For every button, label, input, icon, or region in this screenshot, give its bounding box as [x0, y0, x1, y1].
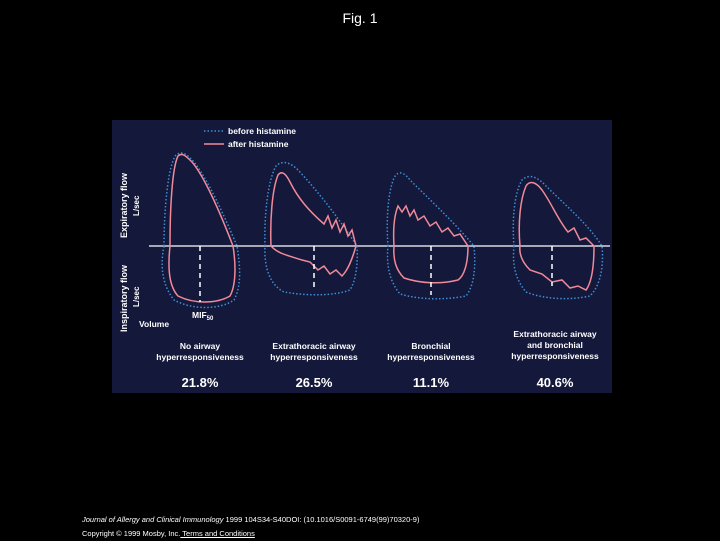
x-axis-label-volume: Volume — [139, 319, 169, 329]
terms-link[interactable]: Terms and Conditions — [180, 529, 255, 538]
y-label-expiratory-unit: L/sec — [132, 195, 141, 216]
panel-4-after-curve — [518, 181, 595, 291]
panel-1-curves: MIF50 — [161, 152, 241, 322]
flow-volume-chart: before histamine after histamine Expirat… — [119, 126, 610, 390]
panel-4-before-curve — [512, 175, 604, 300]
panel-labels: No airway hyperresponsiveness Extrathora… — [156, 329, 599, 362]
mif-label-main: MIF — [192, 310, 207, 320]
copyright-text: Copyright © 1999 Mosby, Inc. — [82, 529, 181, 538]
panel-3-percent: 11.1% — [413, 375, 450, 390]
panel-2-curves — [264, 161, 358, 296]
citation-text: 1999 104S34-S40DOI: (10.1016/S0091-6749(… — [223, 515, 420, 524]
panel-2-label-line1: Extrathoracic airway — [272, 341, 355, 351]
panel-3-label-line2: hyperresponsiveness — [387, 352, 475, 362]
footer: Journal of Allergy and Clinical Immunolo… — [82, 513, 419, 541]
figure-panel: before histamine after histamine Expirat… — [112, 120, 612, 393]
panel-4-curves — [512, 175, 604, 300]
panel-2-label-line2: hyperresponsiveness — [270, 352, 358, 362]
mif-label: MIF50 — [192, 310, 214, 322]
panel-2-percent: 26.5% — [296, 375, 333, 390]
mif-label-sub: 50 — [207, 316, 214, 322]
panel-3-label-line1: Bronchial — [411, 341, 450, 351]
y-label-inspiratory-unit: L/sec — [132, 286, 141, 307]
y-label-inspiratory: Inspiratory flow — [119, 264, 129, 332]
y-label-expiratory: Expiratory flow — [119, 172, 129, 238]
panel-4-label-line3: hyperresponsiveness — [511, 351, 599, 361]
panel-1-label-line1: No airway — [180, 341, 220, 351]
legend: before histamine after histamine — [204, 126, 296, 149]
panel-1-percent: 21.8% — [182, 375, 219, 390]
slide-title: Fig. 1 — [342, 10, 378, 26]
panel-4-label-line2: and bronchial — [527, 340, 583, 350]
panel-1-after-curve — [168, 153, 236, 303]
copyright-line: Copyright © 1999 Mosby, Inc. Terms and C… — [82, 527, 419, 541]
panel-3-curves — [386, 172, 476, 300]
panel-4-percent: 40.6% — [537, 375, 574, 390]
citation-line: Journal of Allergy and Clinical Immunolo… — [82, 513, 419, 527]
y-axis-labels: Expiratory flow L/sec Inspiratory flow L… — [119, 172, 141, 332]
panel-4-label-line1: Extrathoracic airway — [513, 329, 596, 339]
journal-name: Journal of Allergy and Clinical Immunolo… — [82, 515, 224, 524]
panel-3-after-curve — [392, 204, 469, 284]
panel-2-after-curve — [270, 172, 357, 278]
panel-1-label-line2: hyperresponsiveness — [156, 352, 244, 362]
panel-percentages: 21.8% 26.5% 11.1% 40.6% — [182, 375, 574, 390]
legend-before-label: before histamine — [228, 126, 296, 136]
panel-1-before-curve — [161, 152, 241, 309]
legend-after-label: after histamine — [228, 139, 289, 149]
